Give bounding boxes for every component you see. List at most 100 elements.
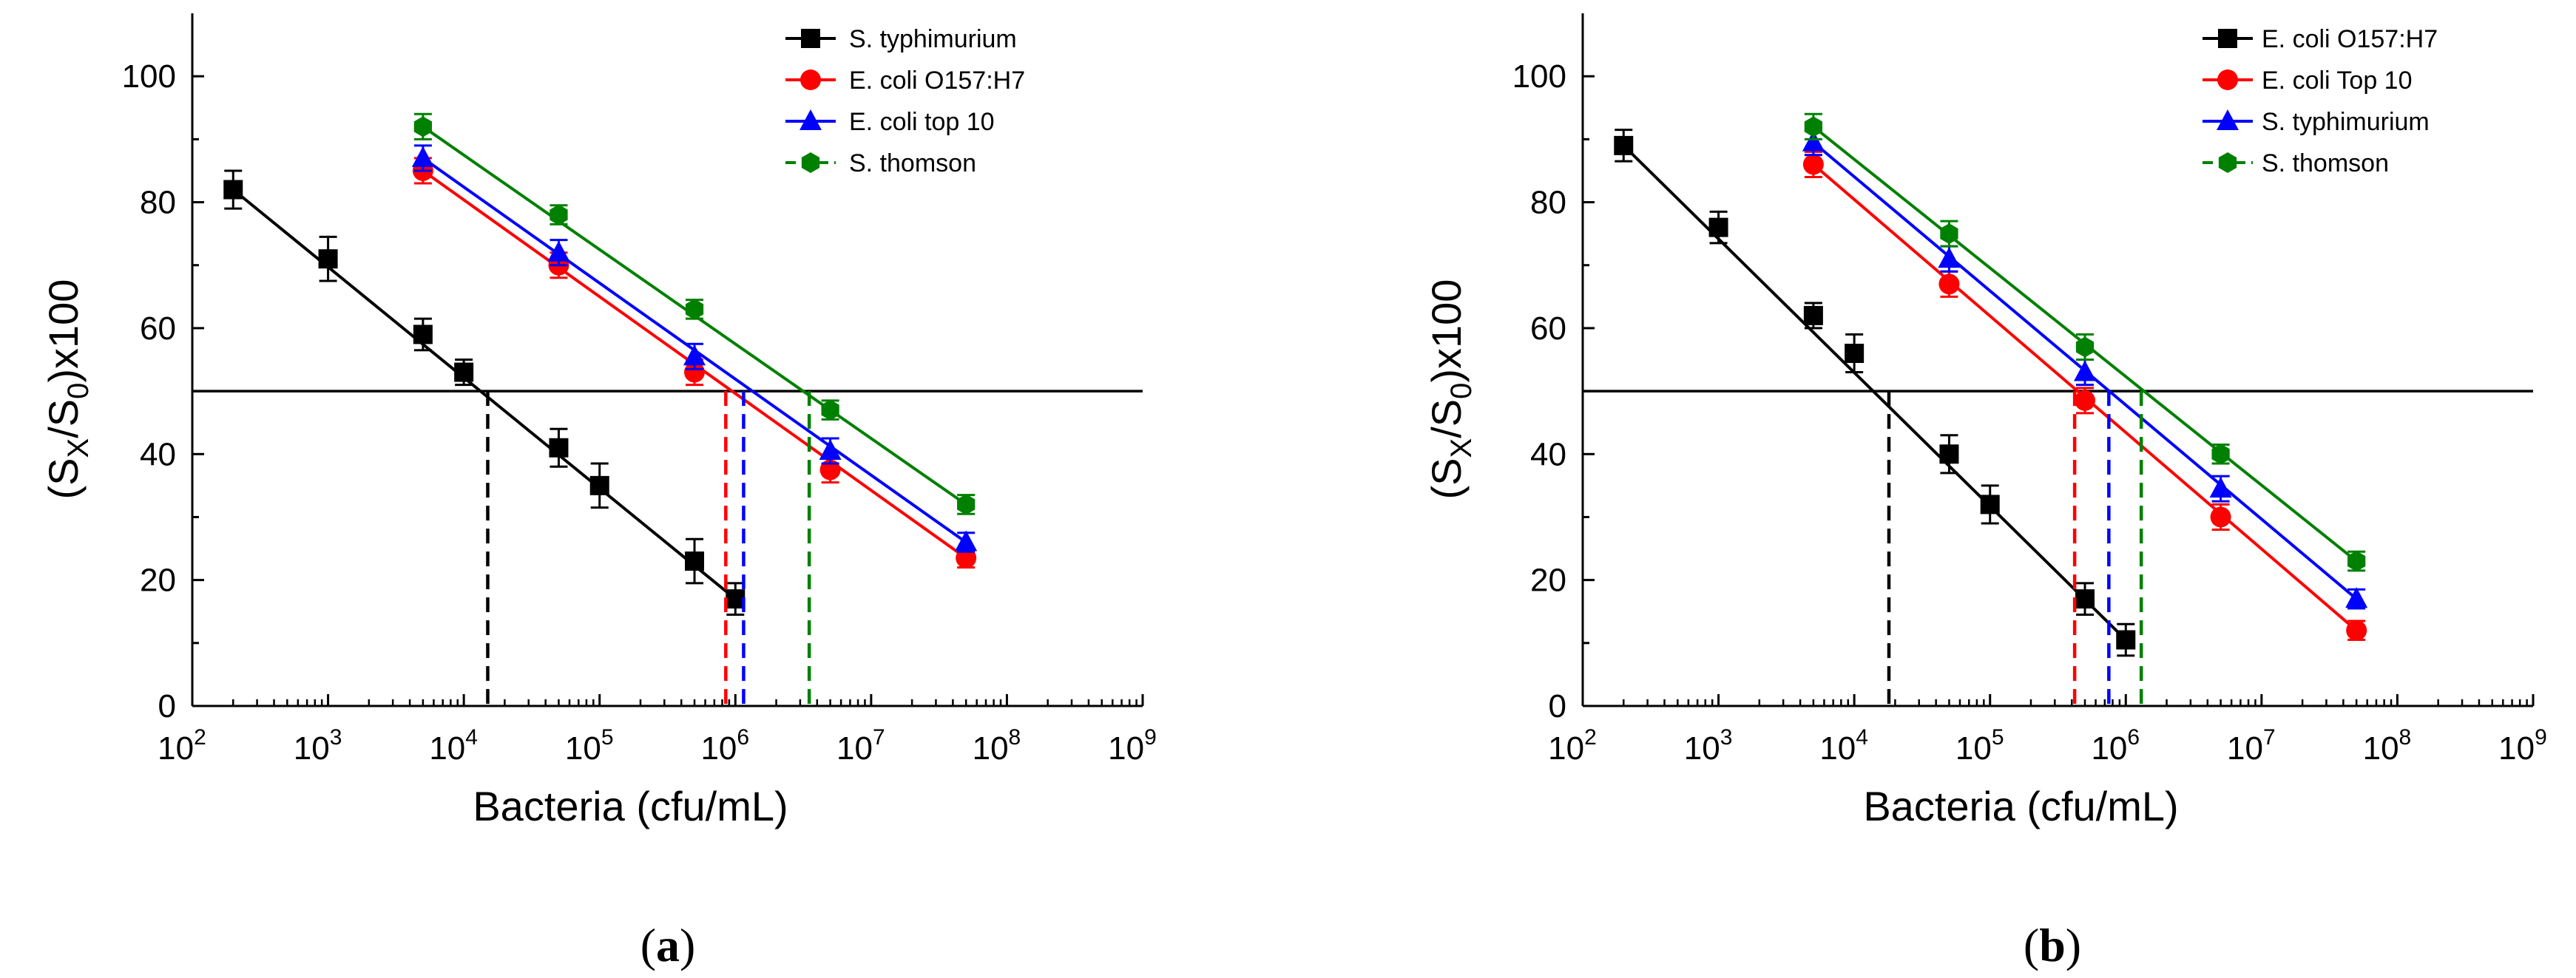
y-tick-label: 40	[1530, 436, 1566, 472]
x-tick-label: 103	[1684, 725, 1733, 767]
x-tick-label: 108	[973, 725, 1021, 767]
y-tick-label: 60	[140, 310, 176, 347]
series-4	[413, 112, 976, 706]
data-point	[1940, 223, 1958, 245]
data-point	[2075, 589, 2095, 609]
data-point	[413, 116, 433, 137]
x-tick-label: 103	[294, 725, 342, 767]
x-axis-title: Bacteria (cfu/mL)	[473, 783, 788, 829]
legend-entry: E. coli O157:H7	[2203, 25, 2438, 53]
panel-caption: (a)	[640, 919, 696, 971]
series-4	[1804, 112, 2366, 706]
data-point	[2116, 630, 2136, 650]
data-point	[1938, 247, 1961, 268]
series-1	[1614, 129, 2136, 706]
data-point	[318, 249, 338, 269]
data-point	[2074, 360, 2097, 381]
y-tick-label: 20	[140, 563, 176, 599]
y-tick-label: 0	[1549, 688, 1566, 724]
data-point	[589, 475, 609, 495]
data-point	[956, 547, 977, 568]
legend-entry: E. coli top 10	[785, 108, 995, 136]
data-point	[550, 204, 568, 225]
x-tick-label: 105	[1955, 725, 2004, 767]
y-tick-label: 60	[1530, 310, 1566, 347]
data-point	[413, 325, 433, 344]
legend-label: S. thomson	[2262, 149, 2389, 177]
x-tick-label: 105	[565, 725, 614, 767]
y-axis-title: (SX/S0)x100	[40, 279, 95, 500]
series-2	[412, 157, 977, 706]
legend-label: S. typhimurium	[849, 25, 1017, 53]
legend-entry: E. coli Top 10	[2203, 67, 2413, 95]
panel-caption: (b)	[2024, 919, 2081, 971]
legend-marker	[801, 29, 820, 48]
x-tick-label: 106	[2091, 725, 2140, 767]
data-point	[819, 439, 842, 461]
data-point	[1803, 305, 1823, 325]
data-point	[2347, 551, 2366, 572]
data-point	[2345, 587, 2368, 608]
data-point	[1980, 495, 2000, 515]
x-tick-label: 104	[429, 725, 478, 767]
y-tick-label: 80	[140, 185, 176, 221]
x-tick-label: 108	[2363, 725, 2412, 767]
series-3	[411, 144, 978, 706]
x-tick-label: 109	[1108, 725, 1157, 767]
x-tick-label: 107	[2227, 725, 2276, 767]
data-point	[223, 180, 243, 200]
x-tick-label: 109	[2498, 725, 2547, 767]
x-axis-title: Bacteria (cfu/mL)	[1863, 783, 2178, 829]
y-tick-label: 100	[122, 58, 176, 95]
legend-label: S. typhimurium	[2262, 108, 2430, 136]
y-tick-label: 100	[1512, 58, 1566, 95]
legend-entry: S. thomson	[2203, 149, 2389, 177]
data-point	[955, 530, 978, 551]
series-3	[1802, 129, 2368, 706]
x-tick-label: 107	[836, 725, 885, 767]
data-point	[1845, 343, 1865, 363]
data-point	[2075, 390, 2096, 411]
legend-label: E. coli O157:H7	[849, 67, 1025, 95]
x-tick-label: 104	[1819, 725, 1868, 767]
data-point	[2211, 444, 2230, 465]
data-point	[1802, 154, 1824, 175]
data-point	[1802, 130, 1825, 152]
data-point	[2210, 506, 2231, 528]
legend-marker	[801, 152, 820, 173]
x-tick-label: 102	[158, 725, 206, 767]
legend-marker	[2217, 109, 2239, 130]
data-point	[685, 551, 705, 571]
data-point	[2346, 619, 2367, 641]
legend-entry: E. coli O157:H7	[785, 67, 1025, 95]
data-point	[547, 240, 570, 262]
data-point	[819, 459, 841, 480]
legend-label: S. thomson	[849, 149, 976, 177]
series-1	[223, 169, 746, 706]
legend-label: E. coli O157:H7	[2262, 25, 2438, 53]
legend-label: E. coli Top 10	[2262, 67, 2413, 95]
series-2	[1802, 150, 2367, 706]
legend-marker	[800, 69, 821, 90]
panel-a: 0 20 40 60 80 100 102 103 104 105 106 107 108 109 S. t…	[40, 13, 1157, 971]
data-point	[684, 361, 706, 383]
legend-label: E. coli top 10	[849, 108, 995, 136]
data-point	[685, 299, 704, 320]
fit-line	[1622, 144, 2127, 641]
legend-entry: S. typhimurium	[785, 25, 1017, 53]
y-tick-label: 20	[1530, 563, 1566, 599]
data-point	[454, 362, 474, 382]
panel-b: 0 20 40 60 80 100 102 103 104 105 106 107 108 109 E. c…	[1423, 13, 2547, 971]
y-tick-label: 0	[158, 688, 176, 724]
data-point	[411, 146, 434, 167]
data-point	[549, 438, 569, 458]
data-point	[2209, 477, 2232, 498]
y-tick-label: 80	[1530, 185, 1566, 221]
data-point	[726, 589, 746, 609]
legend-entry: S. thomson	[785, 149, 976, 177]
data-point	[683, 344, 706, 366]
y-axis-title: (SX/S0)x100	[1423, 279, 1478, 500]
legend-marker	[2218, 29, 2237, 48]
data-point	[821, 399, 839, 421]
